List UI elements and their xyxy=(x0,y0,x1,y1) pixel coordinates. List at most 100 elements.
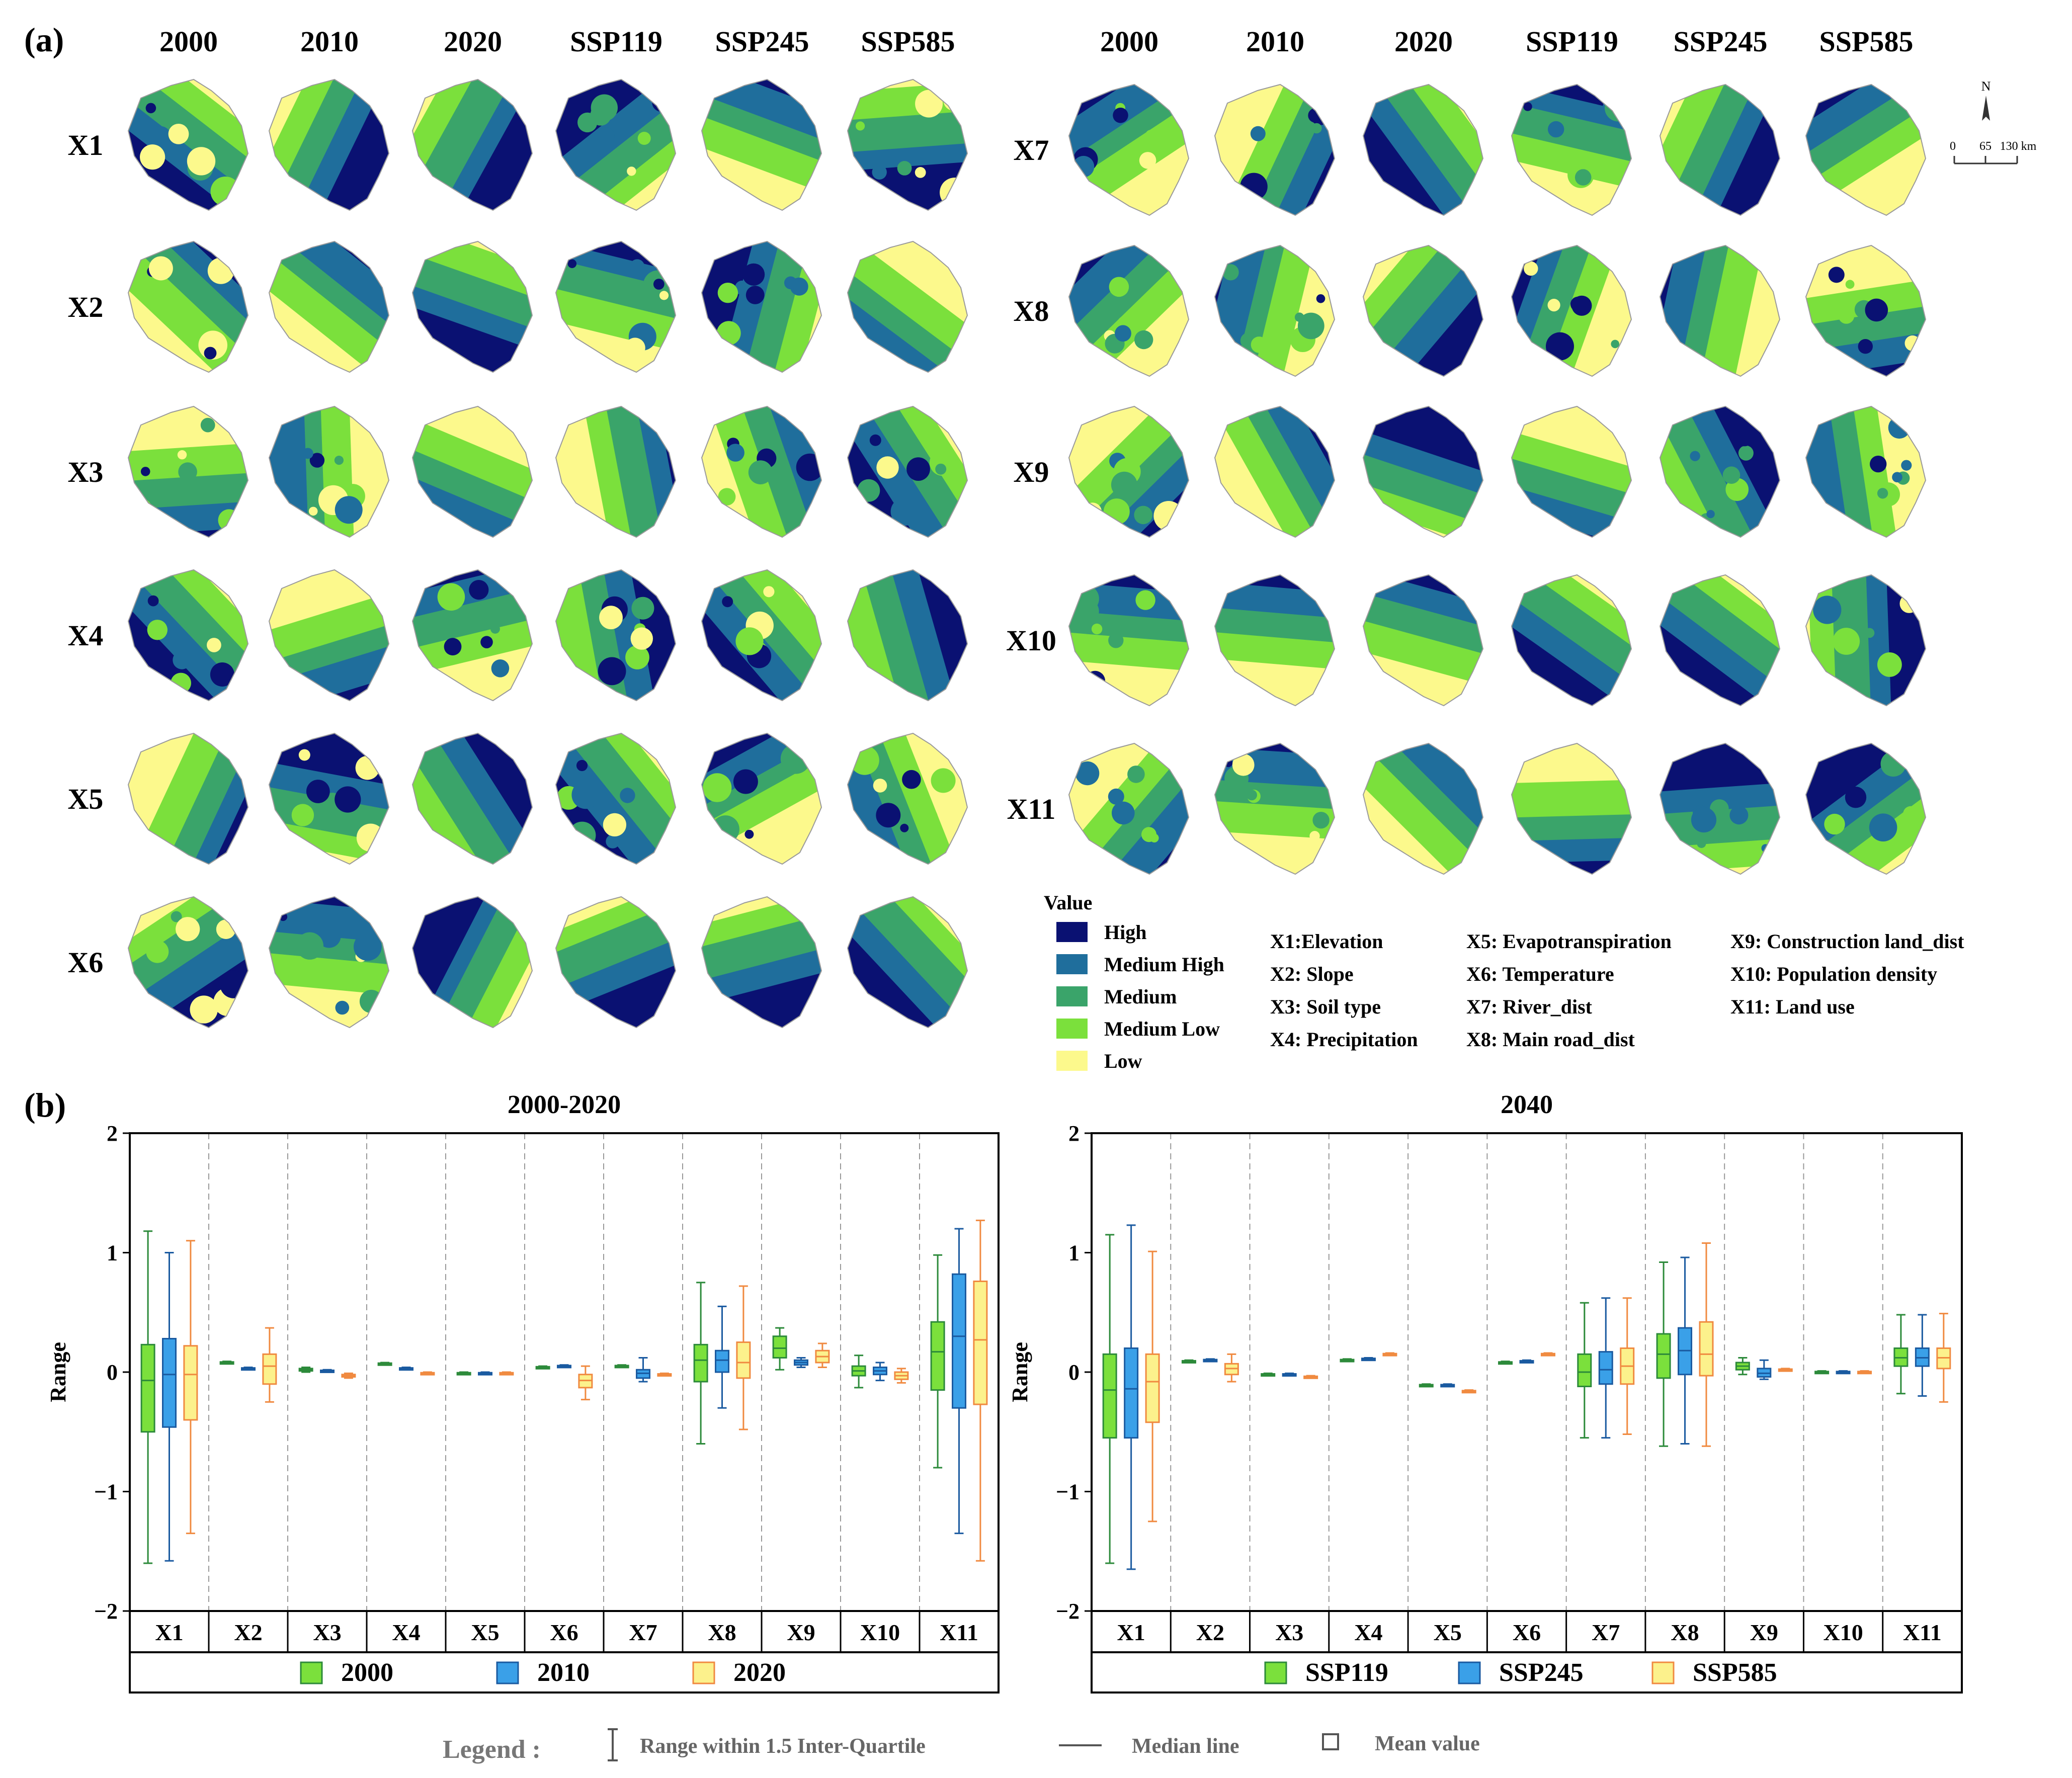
column-header-ssp585: SSP585 xyxy=(861,25,955,58)
box-ssp119-x1 xyxy=(1102,1234,1117,1564)
map-x1-2020 xyxy=(412,79,533,211)
row-label-x4: X4 xyxy=(68,619,104,652)
series-legend-swatch-ssp585 xyxy=(1651,1661,1675,1684)
box-2010-x11 xyxy=(952,1228,966,1535)
box-2020-x11 xyxy=(973,1219,988,1562)
boxplot-2040: 2040 Range 2 1 0 −1 −2 X1 X2 X3 X4 X5 X6 X7 X8 X9 X10 X11… xyxy=(1008,1090,1963,1694)
map-grid xyxy=(128,79,1926,1028)
value-legend-title: Value xyxy=(1044,891,1092,914)
map-x7-2010 xyxy=(1214,84,1335,216)
box-2020-x7 xyxy=(657,1372,672,1377)
box-2020-x5 xyxy=(499,1371,514,1376)
chart-title: 2040 xyxy=(1501,1090,1553,1119)
scale-tick-65: 65 xyxy=(1979,140,1992,153)
series-legend-label-ssp245: SSP245 xyxy=(1499,1658,1584,1687)
series-legend-swatch-2010 xyxy=(496,1661,519,1684)
legend-swatch-low xyxy=(1056,1051,1088,1071)
box-ssp585-x2 xyxy=(1224,1353,1239,1383)
y-tick-label: −2 xyxy=(1056,1599,1080,1624)
factor-name-x5: X5: Evapotranspiration xyxy=(1466,930,1672,953)
series-legend-label-2000: 2000 xyxy=(341,1658,393,1687)
category-label-x4: X4 xyxy=(1354,1620,1382,1645)
box-ssp245-x3 xyxy=(1282,1372,1297,1377)
box-ssp585-x5 xyxy=(1461,1389,1476,1394)
category-label-x7: X7 xyxy=(1592,1620,1620,1645)
panel-b: (b) 2000-2020 Range 2 1 0 −1 −2 X1 X2 X3 X4 X5 X6 X7 X… xyxy=(24,1086,1963,1764)
category-label-x5: X5 xyxy=(471,1620,499,1645)
box-ssp585-x3 xyxy=(1303,1375,1318,1379)
box-2010-x7 xyxy=(636,1357,650,1383)
column-header-2020: 2020 xyxy=(1394,25,1453,58)
column-headers-left: 2000 2010 2020 SSP119 SSP245 SSP585 xyxy=(159,25,955,58)
box-ssp245-x4 xyxy=(1361,1357,1376,1362)
row-label-x11: X11 xyxy=(1007,793,1056,825)
category-label-x3: X3 xyxy=(1275,1620,1303,1645)
box-2020-x10 xyxy=(894,1368,909,1384)
box-2000-x8 xyxy=(693,1282,708,1445)
plot-frame xyxy=(129,1132,1000,1612)
category-label-x8: X8 xyxy=(1671,1620,1699,1645)
box-ssp119-x2 xyxy=(1181,1359,1196,1364)
map-x9-ssp585 xyxy=(1805,406,1926,538)
box-ssp585-x7 xyxy=(1620,1297,1635,1435)
box-2010-x10 xyxy=(873,1362,887,1382)
box-ssp119-x7 xyxy=(1577,1302,1592,1439)
box-ssp585-x8 xyxy=(1699,1242,1714,1447)
map-x6-2010 xyxy=(269,896,389,1028)
map-x10-ssp585 xyxy=(1805,574,1926,706)
column-header-ssp119: SSP119 xyxy=(570,25,662,58)
y-tick-label: 0 xyxy=(107,1360,118,1385)
scale-bar: 0 65 130 km xyxy=(1950,140,2037,164)
box-ssp585-x11 xyxy=(1936,1313,1951,1403)
legend-median-text: Median line xyxy=(1132,1735,1239,1758)
box-2020-x4 xyxy=(420,1371,435,1376)
box-2020-x3 xyxy=(341,1372,356,1379)
category-label-x6: X6 xyxy=(1513,1620,1541,1645)
y-axis-label: Range xyxy=(46,1342,70,1402)
legend-swatch-high xyxy=(1056,922,1088,942)
y-tick-label: 2 xyxy=(1068,1121,1080,1146)
map-x6-2020 xyxy=(412,896,533,1028)
series-legend-swatch-ssp245 xyxy=(1458,1661,1481,1684)
north-label: N xyxy=(1981,79,1991,94)
y-tick-label: −1 xyxy=(94,1480,118,1504)
box-2010-x8 xyxy=(715,1305,729,1409)
legend-swatch-medium-low xyxy=(1056,1019,1088,1039)
box-2010-x9 xyxy=(794,1357,808,1368)
bottom-legend: Legend : Range within 1.5 Inter-Quartile… xyxy=(443,1728,1480,1764)
column-header-ssp245: SSP245 xyxy=(1674,25,1768,58)
box-ssp585-x9 xyxy=(1778,1368,1793,1372)
box-2000-x1 xyxy=(140,1230,155,1564)
category-label-x1: X1 xyxy=(1117,1620,1145,1645)
legend-label: Legend : xyxy=(443,1735,541,1764)
legend-class-high: High xyxy=(1104,921,1146,944)
box-2010-x3 xyxy=(320,1369,335,1373)
y-axis-label: Range xyxy=(1008,1342,1032,1402)
legend-class-low: Low xyxy=(1104,1050,1142,1072)
series-legend-label-2010: 2010 xyxy=(537,1658,590,1687)
column-header-2010: 2010 xyxy=(1246,25,1304,58)
box-ssp119-x10 xyxy=(1814,1370,1830,1375)
box-2000-x4 xyxy=(377,1362,392,1366)
factor-names: X1:Elevation X2: Slope X3: Soil type X4:… xyxy=(1270,930,1964,1051)
box-ssp245-x11 xyxy=(1915,1314,1930,1397)
box-ssp119-x3 xyxy=(1261,1372,1276,1377)
legend-class-medium-low: Medium Low xyxy=(1104,1018,1220,1040)
box-ssp245-x2 xyxy=(1203,1358,1218,1363)
category-label-x2: X2 xyxy=(234,1620,262,1645)
row-label-x3: X3 xyxy=(68,456,104,488)
box-ssp245-x6 xyxy=(1519,1359,1534,1364)
row-label-x5: X5 xyxy=(68,783,104,815)
box-2010-x2 xyxy=(241,1367,256,1371)
map-x11-ssp119 xyxy=(1511,743,1632,875)
box-2020-x8 xyxy=(736,1285,751,1430)
box-ssp245-x5 xyxy=(1440,1383,1455,1388)
box-2000-x5 xyxy=(456,1371,471,1376)
y-tick-label: 1 xyxy=(107,1241,118,1265)
box-2020-x6 xyxy=(578,1365,593,1401)
box-ssp245-x9 xyxy=(1757,1359,1772,1380)
series-legend-swatch-2000 xyxy=(300,1661,323,1684)
box-2000-x9 xyxy=(772,1327,787,1371)
box-2000-x3 xyxy=(298,1367,313,1373)
